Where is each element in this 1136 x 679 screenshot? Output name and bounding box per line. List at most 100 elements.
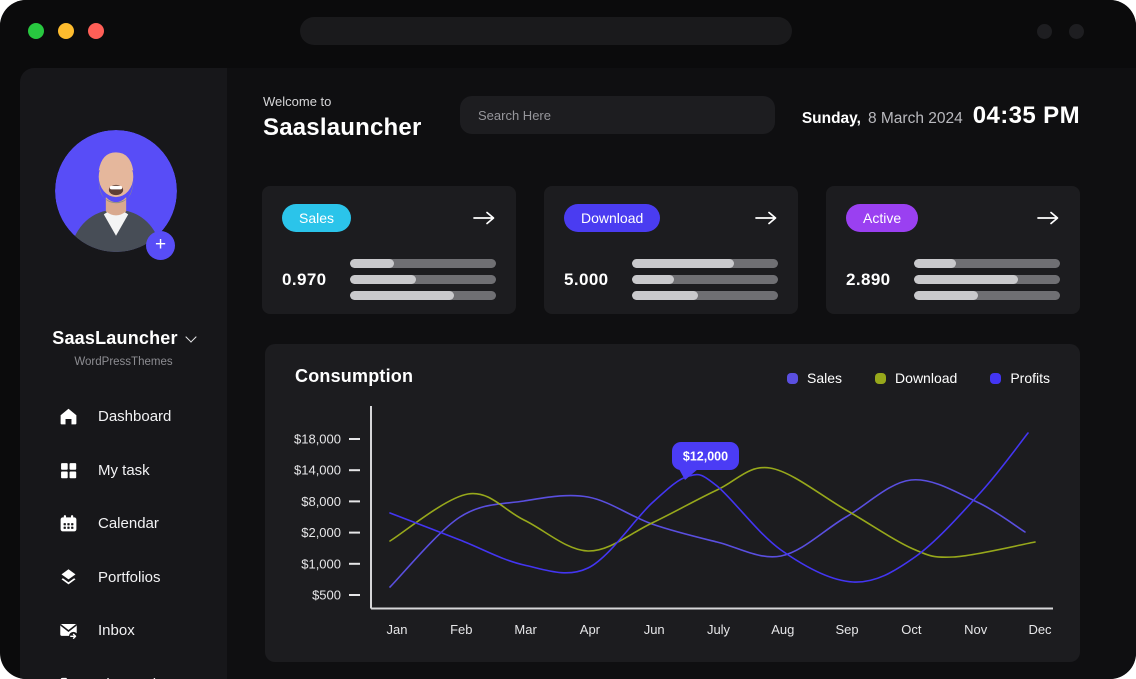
sidebar-item-calendar[interactable]: Calendar bbox=[20, 497, 227, 551]
sidebar-item-my-task[interactable]: My task bbox=[20, 444, 227, 498]
sidebar-item-portfolios[interactable]: Portfolios bbox=[20, 551, 227, 605]
sidebar-item-label: Inbox bbox=[98, 622, 135, 640]
progress-bars bbox=[350, 259, 496, 300]
stat-value: 0.970 bbox=[282, 269, 327, 289]
sidebar-item-label: List Work bbox=[98, 676, 160, 679]
progress-bar-track bbox=[350, 291, 496, 300]
arrow-right-icon[interactable] bbox=[472, 210, 496, 226]
chart-tooltip-bubble bbox=[672, 442, 739, 470]
browser-topbar bbox=[0, 0, 1136, 68]
stat-badge: Download bbox=[564, 204, 661, 232]
progress-bars bbox=[914, 259, 1060, 300]
arrow-right-icon[interactable] bbox=[754, 210, 778, 226]
legend-item-profits[interactable]: Profits bbox=[990, 370, 1050, 386]
window-control-dot[interactable] bbox=[1037, 24, 1052, 39]
time-text: 04:35 PM bbox=[972, 102, 1080, 129]
series-line-download bbox=[389, 466, 1036, 559]
progress-bar-track bbox=[350, 259, 496, 268]
profile-avatar[interactable]: + bbox=[55, 130, 177, 260]
y-axis-tick-label: $2,000 bbox=[301, 525, 341, 540]
window-control-dot[interactable] bbox=[1069, 24, 1084, 39]
stat-card-sales: Sales 0.970 bbox=[262, 186, 516, 314]
progress-bar-fill bbox=[632, 259, 735, 268]
inbox-icon bbox=[60, 624, 78, 641]
search-box bbox=[460, 96, 811, 134]
y-axis-tick-label: $1,000 bbox=[301, 556, 341, 571]
date-text: 8 March 2024 bbox=[867, 110, 963, 127]
legend-item-sales[interactable]: Sales bbox=[787, 370, 842, 386]
x-axis-tick-label: Dec bbox=[1028, 622, 1052, 637]
progress-bars bbox=[632, 259, 778, 300]
profile-subtitle: WordPressThemes bbox=[74, 356, 173, 368]
progress-bar-track bbox=[914, 275, 1060, 284]
legend-label: Download bbox=[895, 370, 958, 386]
consumption-chart-card: Consumption Sales Download Profits $18,0… bbox=[265, 344, 1080, 662]
stat-value: 2.890 bbox=[846, 269, 891, 289]
x-axis-tick-label: Jan bbox=[387, 622, 408, 637]
traffic-light-yellow[interactable] bbox=[58, 23, 74, 39]
legend-dot bbox=[787, 372, 799, 384]
consumption-line-chart: $18,000 $14,000 $8,000 $2,000 $1,000 $500 Jan F… bbox=[294, 406, 1053, 637]
stat-badge: Sales bbox=[282, 204, 352, 232]
progress-bar-track bbox=[914, 259, 1060, 268]
stat-card-download: Download 5.000 bbox=[544, 186, 798, 314]
sidebar-menu: Dashboard My task bbox=[20, 390, 227, 679]
progress-bar-track bbox=[350, 275, 496, 284]
grid-icon bbox=[61, 462, 77, 478]
x-axis-tick-label: July bbox=[707, 622, 731, 637]
welcome-block: Welcome to Saaslauncher bbox=[263, 94, 421, 142]
stat-card-active: Active 2.890 bbox=[826, 186, 1080, 314]
chart-legend: Sales Download Profits bbox=[787, 370, 1050, 386]
x-axis-tick-label: Sep bbox=[836, 622, 859, 637]
page-title: Saaslauncher bbox=[263, 114, 422, 141]
chevron-down-icon bbox=[185, 330, 197, 343]
y-axis-tick-label: $8,000 bbox=[301, 494, 341, 509]
legend-label: Profits bbox=[1010, 370, 1050, 386]
legend-dot bbox=[990, 372, 1002, 384]
arrow-right-icon[interactable] bbox=[1036, 210, 1060, 226]
profile-name[interactable]: SaasLauncher bbox=[20, 328, 227, 349]
layers-icon bbox=[61, 569, 76, 585]
stats-row: Sales 0.970 Download bbox=[262, 186, 1080, 314]
sidebar-item-dashboard[interactable]: Dashboard bbox=[20, 390, 227, 444]
progress-bar-fill bbox=[350, 275, 416, 284]
sidebar-item-list-work[interactable]: List Work bbox=[20, 658, 227, 679]
traffic-light-green[interactable] bbox=[28, 23, 44, 39]
chart-tooltip-label: $12,000 bbox=[683, 450, 728, 464]
y-axis-tick-label: $18,000 bbox=[294, 432, 341, 447]
progress-bar-fill bbox=[914, 259, 957, 268]
progress-bar-fill bbox=[914, 291, 979, 300]
main-content: Welcome to Saaslauncher Sunday, 8 March … bbox=[227, 68, 1136, 679]
stat-badge: Active bbox=[846, 204, 919, 232]
window-controls bbox=[1037, 24, 1084, 39]
legend-dot bbox=[875, 372, 887, 384]
x-axis-tick-label: Jun bbox=[644, 622, 665, 637]
progress-bar-fill bbox=[632, 275, 675, 284]
search-input[interactable] bbox=[460, 96, 811, 134]
add-account-button[interactable]: + bbox=[146, 231, 175, 260]
traffic-light-red[interactable] bbox=[88, 23, 104, 39]
progress-bar-track bbox=[632, 275, 778, 284]
legend-item-download[interactable]: Download bbox=[875, 370, 957, 386]
series-line-profits bbox=[389, 432, 1029, 583]
x-axis-tick-label: Apr bbox=[580, 622, 601, 637]
welcome-label: Welcome to bbox=[263, 94, 332, 109]
progress-bar-track bbox=[632, 291, 778, 300]
progress-bar-fill bbox=[350, 291, 454, 300]
address-bar[interactable] bbox=[300, 17, 792, 45]
x-axis-tick-label: Mar bbox=[514, 622, 537, 637]
progress-bar-fill bbox=[632, 291, 698, 300]
x-axis-tick-label: Feb bbox=[450, 622, 472, 637]
sidebar-item-label: Dashboard bbox=[98, 408, 172, 426]
stat-value: 5.000 bbox=[564, 269, 609, 289]
avatar-image bbox=[55, 130, 177, 252]
progress-bar-track bbox=[914, 291, 1060, 300]
chart-tooltip-tail bbox=[679, 469, 698, 480]
progress-bar-fill bbox=[350, 259, 394, 268]
sidebar-item-inbox[interactable]: Inbox bbox=[20, 604, 227, 658]
x-axis-tick-label: Aug bbox=[771, 622, 794, 637]
y-axis-tick-label: $500 bbox=[312, 588, 341, 603]
traffic-lights bbox=[28, 23, 104, 39]
sidebar-item-label: Portfolios bbox=[98, 568, 161, 586]
